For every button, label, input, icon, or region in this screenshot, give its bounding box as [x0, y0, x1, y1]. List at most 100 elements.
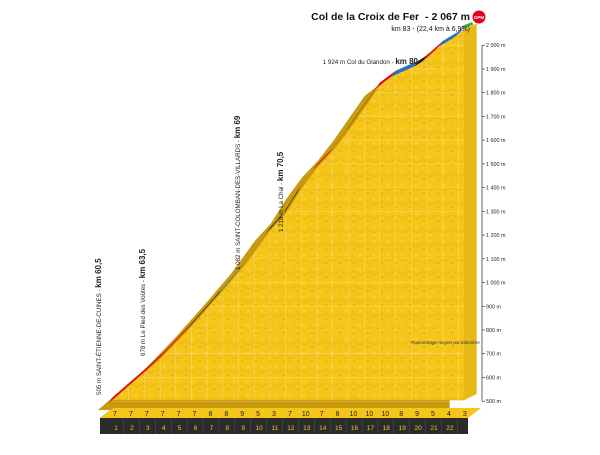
place-label-name: SAINT-COLOMBAN-DES-VILLARDS - — [235, 138, 242, 246]
y-tick-label: 2 000 m — [486, 43, 506, 49]
km-grade-value: 9 — [240, 411, 244, 418]
grade-segment-high — [108, 323, 192, 403]
place-label-2: 678 m Le Pied des Voûtes - km 63,5 — [138, 248, 147, 356]
y-tick-label: 1 000 m — [486, 281, 506, 287]
place-label-name: Col du Glandon - — [347, 59, 396, 66]
profile-side-face — [464, 23, 477, 400]
km-grade-value: 7 — [129, 411, 133, 418]
km-marker-label: 4 — [162, 425, 166, 432]
km-marker-label: 3 — [146, 425, 150, 432]
y-tick-label: 1 300 m — [486, 209, 506, 215]
km-grade-value: 9 — [415, 411, 419, 418]
km-grade-value: 3 — [272, 411, 276, 418]
grade-segment-low — [391, 60, 420, 77]
km-grade-value: 7 — [161, 411, 165, 418]
grade-segment-high — [375, 70, 396, 89]
km-grade-value: 7 — [145, 411, 149, 418]
place-label-km: km 70,5 — [276, 151, 285, 181]
place-label-altitude: 1 924 m — [323, 59, 347, 66]
km-grade-value: 5 — [431, 411, 435, 418]
place-labels: 505 m SAINT-ÉTIENNE-DE-CUINES - km 60,5 6… — [94, 57, 419, 395]
km-marker-label: 11 — [272, 425, 279, 432]
km-marker-label: 18 — [383, 425, 391, 432]
km-marker-label: 19 — [399, 425, 407, 432]
place-label-altitude: 678 m — [140, 337, 147, 356]
y-tick-label: 1 200 m — [486, 233, 506, 239]
km-grade-value: 3 — [463, 411, 467, 418]
grade-segment-low — [218, 227, 270, 294]
km-grade-value: 7 — [177, 411, 181, 418]
place-label-5: 1 924 m Col du Glandon - km 80 — [323, 57, 419, 66]
y-tick-label: 1 800 m — [486, 91, 506, 97]
km-grade-value: 10 — [381, 411, 389, 418]
place-label-name: La Chal - — [278, 181, 285, 208]
y-tick-label: 900 m — [486, 304, 501, 310]
place-label-name: SAINT-ÉTIENNE-DE-CUINES - — [96, 288, 103, 376]
km-grade-value: 4 — [447, 411, 451, 418]
profile-area — [112, 23, 477, 401]
place-label-km: km 80 — [395, 57, 418, 66]
km-grade-value: 8 — [224, 411, 228, 418]
y-tick-label: 600 m — [486, 375, 501, 381]
km-bar-front-face — [100, 418, 468, 434]
km-grade-value: 8 — [399, 411, 403, 418]
km-grade-value: 10 — [350, 411, 358, 418]
y-tick-label: 1 500 m — [486, 162, 506, 168]
km-bar: 7 7 7 7 7 7 8 8 9 5 3 7 10 7 8 10 10 10 8 9 5 4 31 2 3 4 5 6 7 8 9 10 11… — [100, 408, 481, 434]
grade-segment-mid — [187, 287, 223, 330]
km-grade-value: 7 — [113, 411, 117, 418]
km-marker-label: 16 — [351, 425, 359, 432]
place-label-3: 1 082 m SAINT-COLOMBAN-DES-VILLARDS - km… — [233, 115, 242, 270]
km-marker-label: 21 — [430, 425, 438, 432]
km-grade-value: 7 — [193, 411, 197, 418]
km-bar-top-face — [100, 408, 481, 418]
y-tick-label: 500 m — [486, 399, 501, 405]
grade-segment-mid — [265, 185, 302, 234]
svg-text:Col de la Croix de Fer: Col de la Croix de Fer - 2 067 m — [311, 11, 470, 23]
summit-title: Col de la Croix de Fer — [311, 11, 419, 23]
km-grade-value: 5 — [256, 411, 260, 418]
y-tick-label: 1 700 m — [486, 114, 506, 120]
km-grade-value: 8 — [336, 411, 340, 418]
y-tick-label: 700 m — [486, 352, 501, 358]
km-grade-value: 10 — [302, 411, 310, 418]
place-label-altitude: 1 082 m — [235, 246, 242, 270]
place-label-km: km 69 — [233, 115, 242, 138]
y-tick-label: 1 600 m — [486, 138, 506, 144]
place-label-altitude: 1 218 m — [278, 208, 285, 232]
place-label-name: Le Pied des Voûtes - — [140, 278, 147, 337]
summit-badge-icon — [472, 10, 486, 24]
km-marker-label: 14 — [319, 425, 327, 432]
summit-line — [462, 21, 474, 29]
grade-segments — [108, 21, 474, 403]
summit-badge-label: GPM — [474, 15, 485, 20]
km-grade-value: 7 — [288, 411, 292, 418]
km-marker-label: 15 — [335, 425, 343, 432]
km-grade-value: 8 — [208, 411, 212, 418]
km-marker-label: 6 — [194, 425, 198, 432]
km-marker-label: 22 — [446, 425, 454, 432]
y-tick-label: 1 100 m — [486, 257, 506, 263]
km-marker-label: 9 — [241, 425, 245, 432]
km-marker-label: 8 — [225, 425, 229, 432]
grade-segment-high — [296, 147, 333, 192]
km-marker-label: 17 — [367, 425, 375, 432]
legend-note: Pourcentage moyen par kilomètre — [411, 340, 480, 345]
summit-altitude: - 2 067 m — [425, 11, 470, 23]
km-marker-label: 2 — [130, 425, 134, 432]
place-label-1: 505 m SAINT-ÉTIENNE-DE-CUINES - km 60,5 — [94, 258, 103, 395]
grade-segment-mid — [414, 55, 427, 67]
km-marker-label: 7 — [210, 425, 214, 432]
km-grade-value: 7 — [320, 411, 324, 418]
y-tick-label: 1 900 m — [486, 67, 506, 73]
profile-grid — [113, 34, 465, 402]
km-marker-label: 20 — [414, 425, 422, 432]
grade-segment-mid — [328, 82, 380, 154]
summit-header: Col de la Croix de Fer - 2 067 m km 83 -… — [311, 10, 486, 33]
km-marker-label: 5 — [178, 425, 182, 432]
km-grade-value: 10 — [366, 411, 374, 418]
place-label-4: 1 218 m La Chal - km 70,5 — [276, 151, 285, 232]
place-label-km: km 63,5 — [138, 248, 147, 278]
